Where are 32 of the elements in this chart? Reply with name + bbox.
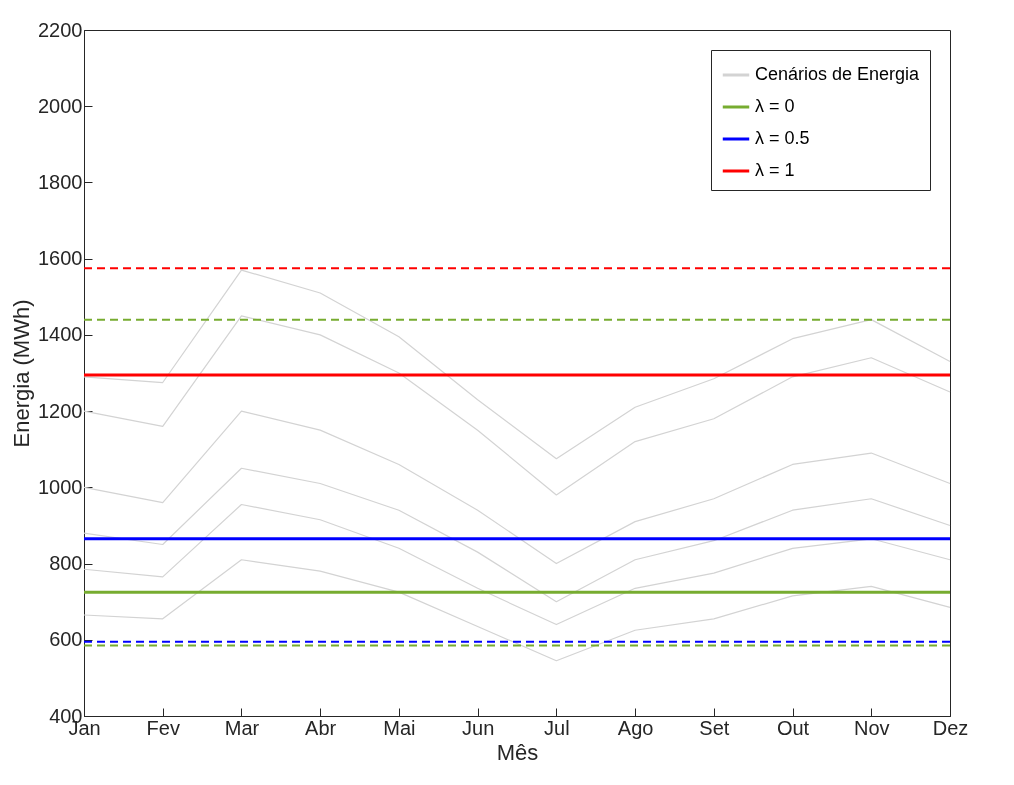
line-series	[83, 410, 951, 565]
line-series	[83, 315, 951, 496]
y-tick-label: 1800	[38, 170, 83, 193]
legend-label: λ = 0.5	[755, 128, 810, 148]
y-tick-label: 2200	[38, 18, 83, 41]
y-tick-label: 800	[49, 552, 83, 575]
line-series	[83, 503, 951, 626]
y-tick-label: 2000	[38, 94, 83, 117]
line-series	[83, 467, 951, 603]
x-tick-label: Fev	[146, 716, 180, 739]
legend-label: λ = 0	[755, 96, 795, 116]
x-tick-label: Dez	[932, 716, 969, 739]
y-tick-label: 600	[49, 628, 83, 651]
x-tick-label: Set	[699, 716, 730, 739]
legend-label: Cenários de Energia	[755, 64, 921, 84]
line-series	[83, 559, 951, 662]
y-tick-label: 1600	[38, 247, 83, 270]
x-axis-title: Mês	[496, 739, 539, 765]
x-tick-label: Nov	[853, 716, 890, 739]
y-tick-label: 1000	[38, 475, 83, 498]
x-tick-label: Out	[776, 716, 810, 739]
x-tick-label: Mai	[383, 716, 416, 739]
x-tick-label: Jul	[544, 716, 570, 739]
y-axis-title: Energia (MWh)	[9, 299, 35, 448]
x-tick-label: Ago	[617, 716, 654, 739]
y-tick-label: 1400	[38, 323, 83, 346]
x-tick-label: Jun	[462, 716, 495, 739]
x-tick-label: Abr	[305, 716, 337, 739]
x-tick-label: Mar	[224, 716, 260, 739]
line-series	[83, 269, 951, 460]
legend-label: λ = 1	[755, 160, 795, 180]
y-tick-label: 1200	[38, 399, 83, 422]
